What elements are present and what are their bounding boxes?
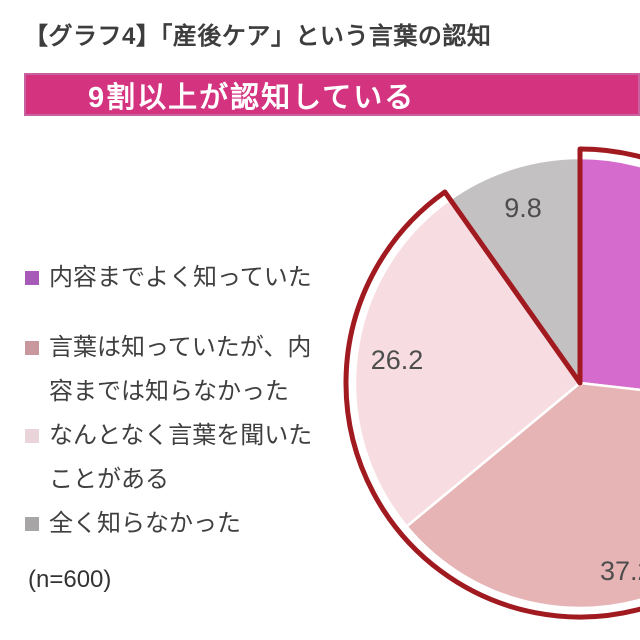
legend-item-heard-vaguely: なんとなく言葉を聞いたことがある — [24, 414, 324, 502]
recognition-group-outline — [343, 146, 640, 620]
pie-chart-area: 9.8 26.2 37.2 — [0, 120, 640, 640]
legend-label: 言葉は知っていたが、内容までは知らなかった — [49, 334, 312, 405]
value-label-heard-vaguely: 26.2 — [371, 345, 424, 375]
banner-text: 9割以上が認知している — [88, 81, 416, 114]
value-label-did-not-know: 9.8 — [504, 193, 542, 223]
pie-slice-knew-word-only — [404, 381, 640, 610]
legend-label: 内容までよく知っていた — [49, 264, 312, 291]
legend-item-knew-word-only: 言葉は知っていたが、内容までは知らなかった — [24, 326, 324, 414]
pie-slice-knew-well — [578, 156, 640, 392]
pie-slice-did-not-know — [448, 156, 582, 387]
pie-chart: 9.8 26.2 37.2 — [343, 146, 640, 620]
page-title: 【グラフ4】「産後ケア」という言葉の認知 — [24, 23, 492, 50]
legend-swatch-icon — [25, 429, 39, 443]
highlight-banner: 9割以上が認知している — [24, 73, 640, 116]
legend-label: 全く知らなかった — [49, 510, 241, 537]
pie-slice-heard-vaguely — [353, 197, 582, 529]
legend: 内容までよく知っていた 言葉は知っていたが、内容までは知らなかった なんとなく言… — [24, 256, 324, 594]
legend-label: なんとなく言葉を聞いたことがある — [49, 422, 313, 493]
legend-item-did-not-know: 全く知らなかった — [24, 502, 324, 546]
legend-swatch-icon — [25, 271, 39, 285]
legend-item-knew-well: 内容までよく知っていた — [24, 256, 324, 300]
legend-swatch-icon — [25, 341, 39, 355]
sample-size: (n=600) — [28, 566, 112, 593]
value-label-knew-word-only: 37.2 — [600, 556, 640, 586]
legend-swatch-icon — [25, 517, 39, 531]
